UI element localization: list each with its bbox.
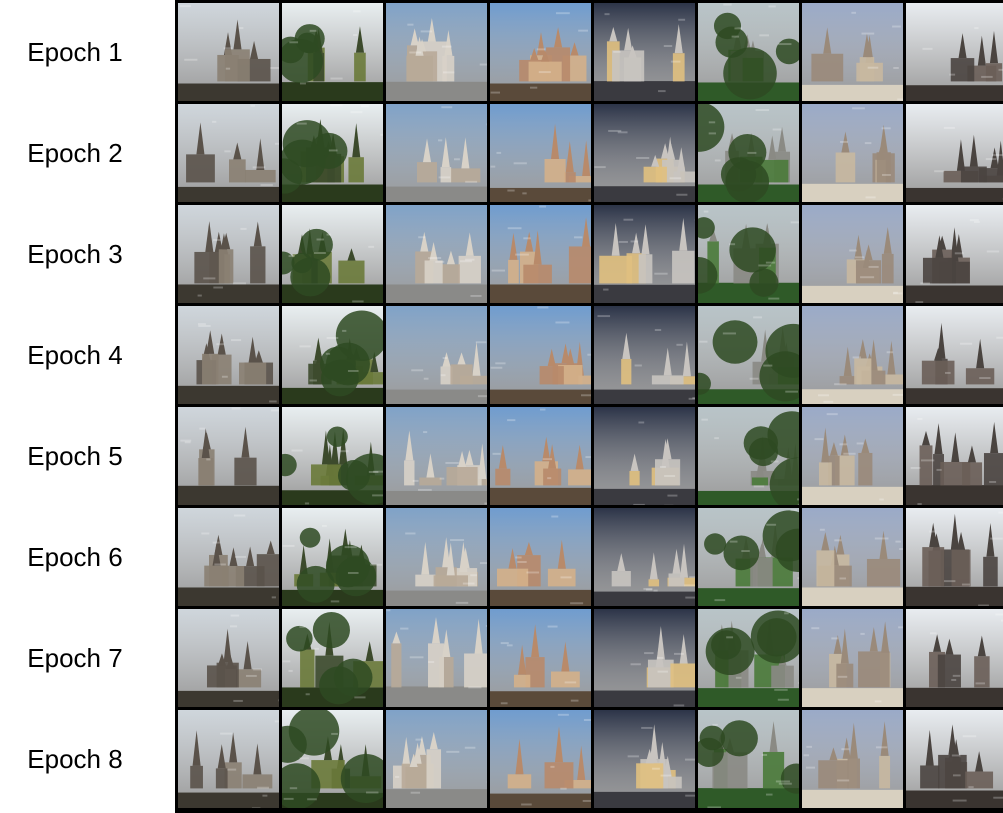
generated-image [594, 508, 695, 606]
generated-image [178, 407, 279, 505]
generated-image [282, 306, 383, 404]
generated-image [386, 306, 487, 404]
generated-image [594, 306, 695, 404]
generated-image [802, 3, 903, 101]
generated-image [906, 508, 1003, 606]
generated-image [490, 205, 591, 303]
generated-image [178, 609, 279, 707]
generated-image [386, 3, 487, 101]
generated-image [178, 710, 279, 808]
generated-image [594, 609, 695, 707]
generated-image [802, 205, 903, 303]
generated-image [594, 205, 695, 303]
generated-image [490, 508, 591, 606]
generated-image [802, 407, 903, 505]
generated-image [698, 205, 799, 303]
generated-image [386, 104, 487, 202]
epoch-label: Epoch 4 [27, 340, 123, 370]
generated-image [386, 508, 487, 606]
generated-image [386, 407, 487, 505]
generated-image [490, 306, 591, 404]
generated-image [282, 508, 383, 606]
generated-image [802, 306, 903, 404]
generated-image [698, 306, 799, 404]
generated-image [178, 205, 279, 303]
generated-image [802, 609, 903, 707]
generated-image [282, 710, 383, 808]
generated-image [698, 609, 799, 707]
generated-image [282, 3, 383, 101]
generated-image [386, 609, 487, 707]
generated-image [698, 3, 799, 101]
generated-image [698, 407, 799, 505]
generated-image [906, 609, 1003, 707]
generated-image [490, 710, 591, 808]
generated-image [802, 710, 903, 808]
generated-image [386, 205, 487, 303]
generated-image [282, 205, 383, 303]
epoch-label: Epoch 6 [27, 542, 123, 572]
generated-image [386, 710, 487, 808]
generated-image [178, 306, 279, 404]
generated-image [490, 407, 591, 505]
generated-image [802, 508, 903, 606]
generated-image [698, 508, 799, 606]
epoch-label: Epoch 5 [27, 441, 123, 471]
generated-image [282, 407, 383, 505]
epoch-label: Epoch 2 [27, 138, 123, 168]
generated-image [594, 3, 695, 101]
generated-image [906, 407, 1003, 505]
generated-image [490, 609, 591, 707]
generated-image [698, 710, 799, 808]
generated-image [594, 104, 695, 202]
generated-image [178, 3, 279, 101]
generated-image [490, 3, 591, 101]
row-labels: Epoch 1 Epoch 2 Epoch 3 Epoch 4 Epoch 5 Epoch… [0, 0, 175, 813]
epoch-label: Epoch 1 [27, 37, 123, 67]
generated-image [178, 508, 279, 606]
generated-image [594, 710, 695, 808]
generated-image [698, 104, 799, 202]
epoch-label: Epoch 7 [27, 643, 123, 673]
generated-image [906, 104, 1003, 202]
generated-image [594, 407, 695, 505]
generated-image [906, 710, 1003, 808]
generated-image [802, 104, 903, 202]
generated-image [490, 104, 591, 202]
generated-image [906, 205, 1003, 303]
image-grid [175, 0, 1003, 813]
epoch-label: Epoch 8 [27, 744, 123, 774]
generated-image [178, 104, 279, 202]
generated-image [906, 3, 1003, 101]
generated-image [282, 609, 383, 707]
generated-image [906, 306, 1003, 404]
generated-image [282, 104, 383, 202]
epoch-label: Epoch 3 [27, 239, 123, 269]
